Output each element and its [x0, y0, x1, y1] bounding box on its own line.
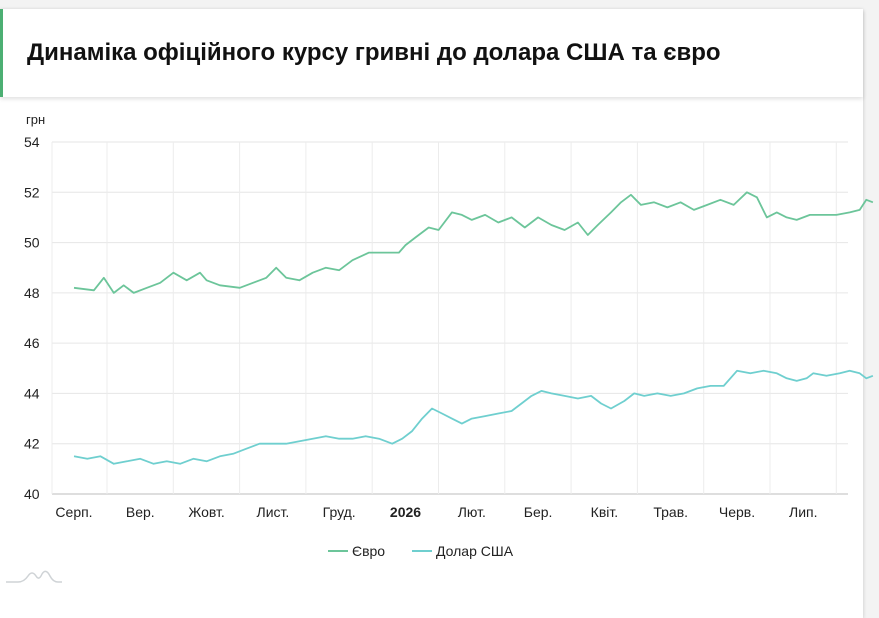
x-tick-label: Серп.	[55, 504, 92, 520]
x-tick-label: Лют.	[458, 504, 486, 520]
x-tick-label: Квіт.	[591, 504, 618, 520]
chart-header: Динаміка офіційного курсу гривні до дола…	[0, 9, 863, 97]
chart-legend: Євро Долар США	[328, 543, 514, 559]
page-title: Динаміка офіційного курсу гривні до дола…	[27, 39, 721, 66]
series-line-euro	[73, 191, 874, 294]
y-tick-label: 42	[24, 436, 40, 452]
chart-card: Динаміка офіційного курсу гривні до дола…	[0, 9, 863, 618]
x-tick-label: Трав.	[653, 504, 688, 520]
x-tick-label: Вер.	[126, 504, 155, 520]
series-line-usd	[73, 369, 874, 465]
y-axis-unit-label: грн	[26, 112, 45, 127]
x-tick-label: 2026	[390, 504, 421, 520]
y-tick-label: 46	[24, 335, 40, 351]
brand-logo-icon	[6, 570, 62, 583]
y-tick-label: 52	[24, 184, 40, 200]
x-tick-label: Черв.	[719, 504, 755, 520]
legend-label: Долар США	[436, 543, 514, 559]
x-tick-label: Груд.	[323, 504, 356, 520]
y-tick-label: 54	[24, 134, 40, 150]
y-tick-label: 44	[24, 385, 40, 401]
x-tick-label: Лип.	[789, 504, 817, 520]
y-tick-label: 48	[24, 285, 40, 301]
x-tick-label: Лист.	[257, 504, 290, 520]
y-tick-label: 40	[24, 486, 40, 502]
x-tick-label: Бер.	[524, 504, 553, 520]
legend-label: Євро	[352, 543, 385, 559]
y-tick-label: 50	[24, 235, 40, 251]
x-tick-label: Жовт.	[188, 504, 224, 520]
